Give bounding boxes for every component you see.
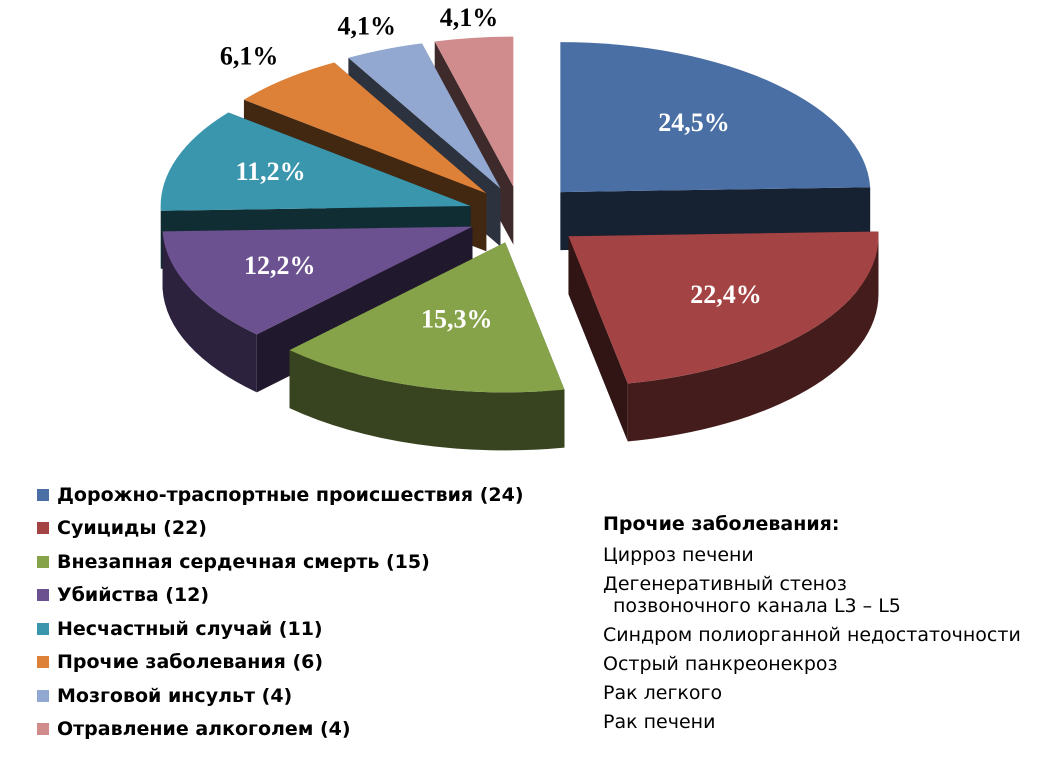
legend-swatch [37, 656, 49, 669]
legend-label: Прочие заболевания (6) [57, 651, 324, 674]
other-disease-item: Острый панкреонекроз [603, 653, 1021, 675]
legend-item: Суициды (22) [37, 512, 524, 546]
data-label-1: 22,4% [690, 280, 762, 309]
legend-swatch [37, 689, 49, 702]
legend-swatch [37, 723, 49, 736]
pie-slice-outer-3 [162, 231, 257, 393]
other-disease-item: Рак легкого [603, 682, 1021, 704]
data-label-3: 12,2% [244, 251, 316, 280]
legend-swatch [37, 622, 49, 635]
data-label-6: 4,1% [337, 12, 396, 41]
legend-label: Отравление алкоголем (4) [57, 718, 351, 741]
pie-slice-outer-1 [627, 236, 879, 442]
data-label-0: 24,5% [658, 108, 730, 137]
legend-label: Убийства (12) [57, 584, 210, 607]
legend-item: Мозговой инсульт (4) [37, 679, 524, 713]
pie-slice-7 [434, 36, 514, 187]
other-disease-text: Дегенеративный стеноз [603, 573, 847, 595]
other-disease-text: позвоночного канала L3 – L5 [613, 595, 901, 617]
legend-label: Дорожно-траспортные происшествия (24) [57, 483, 524, 506]
pie-slice-3 [162, 226, 473, 335]
legend-item: Убийства (12) [37, 579, 524, 613]
legend-swatch [37, 488, 49, 501]
pie-slice-2 [289, 242, 565, 393]
legend-swatch [37, 555, 49, 568]
legend-item: Несчастный случай (11) [37, 612, 524, 646]
data-label-2: 15,3% [421, 304, 493, 333]
other-disease-item: Цирроз печени [603, 544, 1021, 566]
legend-item: Внезапная сердечная смерть (15) [37, 545, 524, 579]
other-disease-text: Синдром полиорганной недостаточности [603, 624, 1021, 646]
pie-slice-5 [243, 62, 487, 194]
other-disease-text: Острый панкреонекроз [603, 653, 838, 675]
legend-swatch [37, 522, 49, 535]
pie-slice-side-1-1 [568, 236, 628, 442]
pie-slice-outer-2 [289, 350, 565, 451]
data-label-7: 4,1% [440, 3, 499, 32]
pie-chart: 24,5% 22,4% 15,3% 12,2% 11,2% 6,1% 4,1% 4,1% [160, 3, 879, 451]
other-diseases-note: Прочие заболевания: Цирроз печени Дегенер… [603, 513, 1021, 740]
other-diseases-list: Цирроз печени Дегенеративный стеноз позвон… [603, 544, 1021, 733]
other-diseases-title: Прочие заболевания: [603, 513, 840, 535]
pie-slice-1 [568, 231, 879, 384]
legend: Дорожно-траспортные происшествия (24) Суи… [37, 478, 524, 746]
other-disease-text: Цирроз печени [603, 544, 754, 566]
legend-swatch [37, 589, 49, 602]
legend-item: Прочие заболевания (6) [37, 646, 524, 680]
other-disease-item: Синдром полиорганной недостаточности [603, 624, 1021, 646]
other-disease-text: Рак легкого [603, 682, 723, 704]
legend-item: Отравление алкоголем (4) [37, 713, 524, 747]
other-disease-item: Дегенеративный стеноз позвоночного канала… [603, 573, 1021, 617]
pie-slice-6 [348, 43, 501, 189]
legend-label: Суициды (22) [57, 517, 207, 540]
legend-item: Дорожно-траспортные происшествия (24) [37, 478, 524, 512]
other-disease-text: Рак печени [603, 711, 716, 733]
legend-label: Внезапная сердечная смерть (15) [57, 550, 430, 573]
pie-slice-4 [160, 112, 471, 211]
legend-label: Несчастный случай (11) [57, 617, 323, 640]
legend-label: Мозговой инсульт (4) [57, 684, 293, 707]
data-label-4: 11,2% [236, 157, 306, 186]
pie-slice-0 [560, 42, 871, 193]
data-label-5: 6,1% [220, 41, 279, 70]
other-disease-item: Рак печени [603, 711, 1021, 733]
